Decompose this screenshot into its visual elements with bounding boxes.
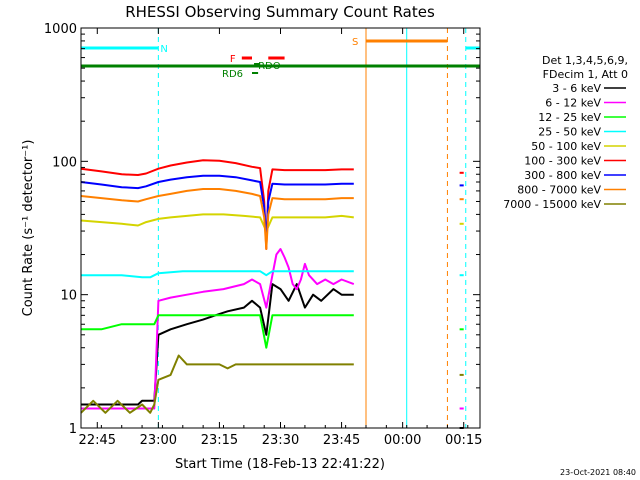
- legend-label-9: 7000 - 15000 keV: [503, 198, 601, 211]
- legend-label-8: 800 - 7000 keV: [517, 184, 601, 197]
- series-line-1-seg-1: [81, 283, 354, 406]
- flare-label: F: [230, 54, 236, 65]
- x-tick-label-7: 00:15: [445, 433, 482, 448]
- legend-label-3: 12 - 25 keV: [538, 111, 601, 124]
- x-tick-label-5: 23:45: [323, 433, 360, 448]
- y-tick-label-4: 1000: [44, 22, 77, 37]
- rd6-label: RD6: [222, 69, 243, 80]
- series-line-4-seg-1: [81, 270, 354, 279]
- x-tick-label-6: 00:00: [384, 433, 421, 448]
- legend-label-6: 100 - 300 keV: [524, 155, 601, 168]
- plot-frame: [80, 27, 481, 429]
- series-line-5-seg-1: [80, 213, 354, 233]
- legend-label-4: 25 - 50 keV: [538, 126, 601, 139]
- axes: 22:45 23:00 23:15 23:30 23:45 00:00 00:15 1 10 10…: [44, 22, 483, 448]
- rdo-label: RDO: [258, 61, 281, 72]
- series-line-9-seg-1: [80, 354, 354, 414]
- saa-label: S: [352, 37, 358, 48]
- x-axis-label: Start Time (18-Feb-13 22:41:22): [175, 457, 385, 472]
- legend: Det 1,3,4,5,6,9, FDecim 1, Att 0 3 - 6 k…: [503, 54, 628, 211]
- series-line-6-seg-1: [80, 159, 354, 250]
- x-tick-label-1: 22:45: [79, 433, 116, 448]
- legend-label-5: 50 - 100 keV: [531, 140, 601, 153]
- series-line-2-seg-1: [81, 248, 355, 410]
- legend-header-line-2: FDecim 1, Att 0: [543, 68, 628, 81]
- timestamp: 23-Oct-2021 08:40: [560, 468, 636, 477]
- y-axis-label: Count Rate (s⁻¹ detector⁻¹): [21, 140, 36, 317]
- legend-header-line-1: Det 1,3,4,5,6,9,: [542, 54, 628, 67]
- annotation-layer: N S F RDO RD6: [80, 28, 480, 428]
- y-tick-label-3: 100: [52, 155, 77, 170]
- series-layer: [80, 159, 464, 429]
- series-line-3-seg-1: [81, 314, 354, 349]
- chart-title: RHESSI Observing Summary Count Rates: [125, 3, 435, 21]
- series-line-8-seg-1: [80, 188, 354, 250]
- y-tick-label-1: 1: [69, 422, 77, 437]
- night-label: N: [160, 44, 167, 55]
- x-tick-label-3: 23:15: [201, 433, 238, 448]
- series-line-7-seg-1: [80, 174, 354, 243]
- legend-label-2: 6 - 12 keV: [545, 97, 601, 110]
- legend-label-7: 300 - 800 keV: [524, 169, 601, 182]
- x-tick-label-4: 23:30: [262, 433, 299, 448]
- x-tick-label-2: 23:00: [140, 433, 177, 448]
- legend-label-1: 3 - 6 keV: [552, 82, 601, 95]
- y-tick-label-2: 10: [60, 289, 77, 304]
